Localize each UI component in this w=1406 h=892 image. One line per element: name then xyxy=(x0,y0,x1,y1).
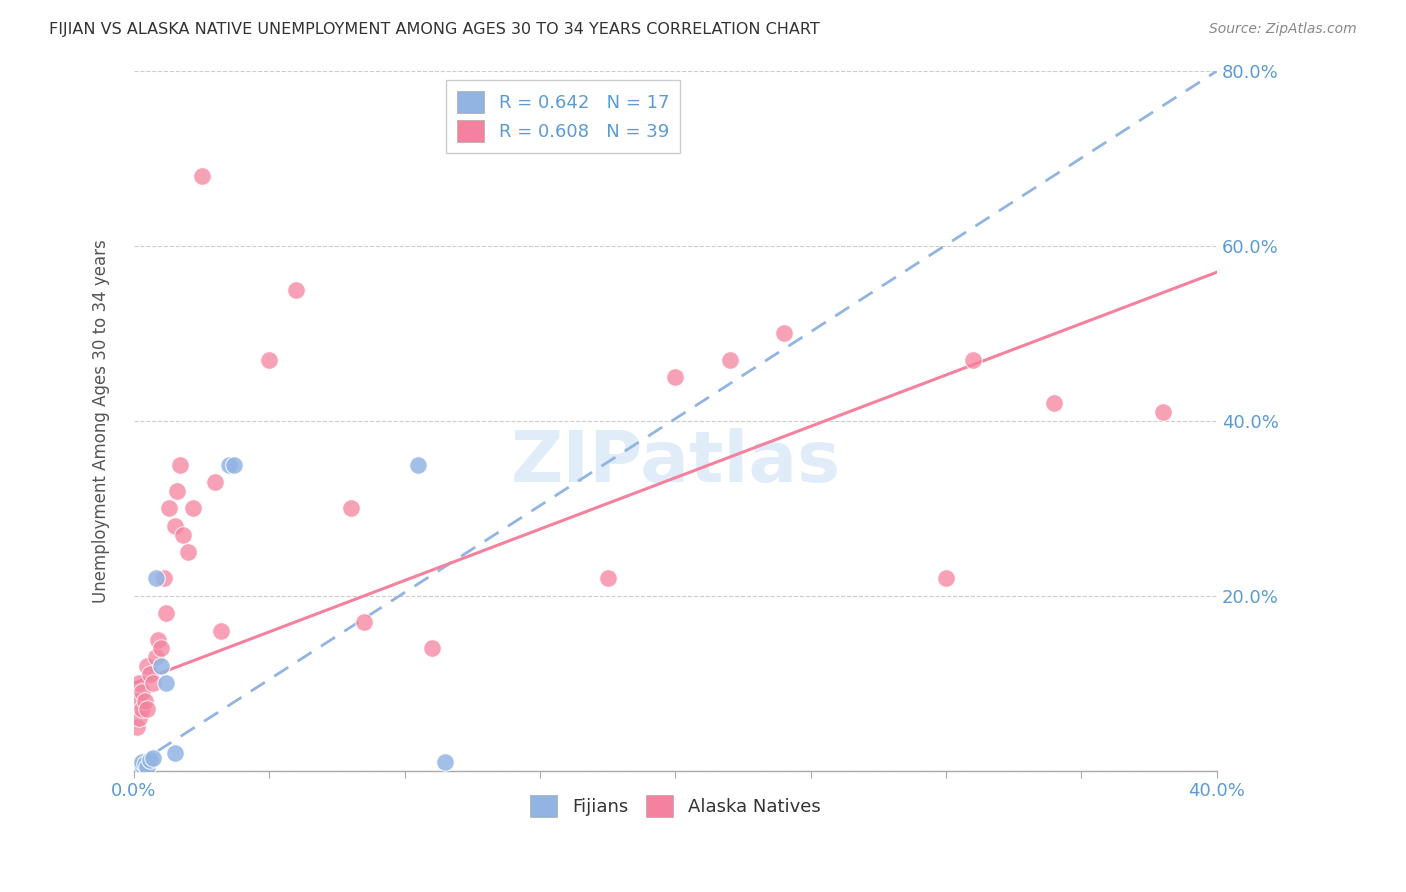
Point xyxy=(190,169,212,183)
Point xyxy=(420,641,443,656)
Point xyxy=(150,641,173,656)
Point xyxy=(204,475,226,489)
Point xyxy=(128,711,150,725)
Point xyxy=(125,694,148,708)
Point xyxy=(259,352,281,367)
Point xyxy=(131,685,153,699)
Point xyxy=(142,750,165,764)
Point xyxy=(150,658,173,673)
Point xyxy=(128,676,150,690)
Point xyxy=(145,571,167,585)
Point xyxy=(962,352,984,367)
Point xyxy=(163,518,186,533)
Point xyxy=(128,761,150,775)
Point xyxy=(353,615,375,629)
Point xyxy=(163,746,186,760)
Point xyxy=(406,458,429,472)
Point xyxy=(772,326,794,341)
Point xyxy=(139,753,162,767)
Point xyxy=(125,759,148,773)
Point xyxy=(139,667,162,681)
Point xyxy=(136,760,159,774)
Point xyxy=(177,545,200,559)
Point xyxy=(166,483,188,498)
Point xyxy=(155,676,177,690)
Point xyxy=(183,501,205,516)
Point xyxy=(125,720,148,734)
Point xyxy=(218,458,240,472)
Point xyxy=(131,702,153,716)
Point xyxy=(285,283,308,297)
Point xyxy=(131,755,153,769)
Point xyxy=(664,370,686,384)
Point xyxy=(157,501,180,516)
Point xyxy=(131,758,153,772)
Y-axis label: Unemployment Among Ages 30 to 34 years: Unemployment Among Ages 30 to 34 years xyxy=(93,239,110,603)
Point xyxy=(596,571,619,585)
Point xyxy=(134,694,156,708)
Point xyxy=(145,650,167,665)
Point xyxy=(148,632,170,647)
Point xyxy=(172,527,194,541)
Point xyxy=(1043,396,1066,410)
Point xyxy=(339,501,361,516)
Point xyxy=(718,352,741,367)
Point xyxy=(155,607,177,621)
Text: ZIPatlas: ZIPatlas xyxy=(510,428,841,498)
Point xyxy=(136,702,159,716)
Point xyxy=(152,571,174,585)
Point xyxy=(434,755,457,769)
Point xyxy=(224,458,246,472)
Legend: Fijians, Alaska Natives: Fijians, Alaska Natives xyxy=(523,789,828,824)
Point xyxy=(142,676,165,690)
Point xyxy=(169,458,191,472)
Point xyxy=(128,757,150,772)
Point xyxy=(1152,405,1174,419)
Text: Source: ZipAtlas.com: Source: ZipAtlas.com xyxy=(1209,22,1357,37)
Point xyxy=(136,658,159,673)
Point xyxy=(134,756,156,771)
Point xyxy=(209,624,232,638)
Text: FIJIAN VS ALASKA NATIVE UNEMPLOYMENT AMONG AGES 30 TO 34 YEARS CORRELATION CHART: FIJIAN VS ALASKA NATIVE UNEMPLOYMENT AMO… xyxy=(49,22,820,37)
Point xyxy=(935,571,957,585)
